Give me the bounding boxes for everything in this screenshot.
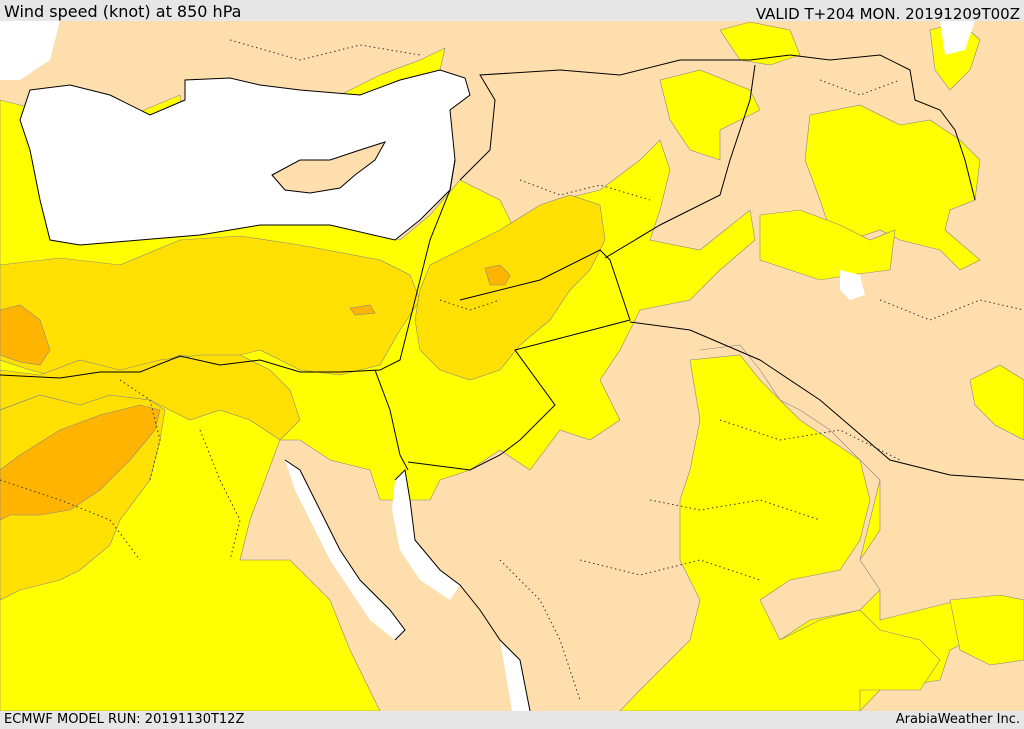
coastlines	[0, 69, 531, 711]
caspian-sea-edge	[940, 21, 975, 55]
light-wind-iraq	[659, 69, 761, 161]
border-saudi-kuwait	[629, 321, 1024, 481]
admin-boundaries	[0, 39, 1024, 701]
light-wind-mesopotamia	[759, 209, 896, 281]
light-wind-arabia-central	[619, 344, 1024, 711]
light-wind-arabia-interior	[619, 354, 941, 711]
border-egypt-israel	[374, 369, 409, 471]
strong-wind-core-west	[0, 304, 51, 366]
model-run-label: ECMWF MODEL RUN: 20191130T12Z	[4, 712, 245, 727]
red-sea-south	[500, 640, 530, 711]
wind-speed-map	[0, 21, 1024, 711]
strong-wind-core-southwest	[0, 404, 161, 521]
red-sea-gulf-of-aqaba	[392, 470, 460, 600]
map-title: Wind speed (knot) at 850 hPa	[4, 2, 242, 21]
light-wind-gulf-coast	[949, 594, 1024, 666]
cyprus-island	[271, 141, 387, 194]
coastline-red-sea-west	[284, 459, 406, 641]
valid-time: VALID T+204 MON. 20191209T00Z	[755, 5, 1020, 23]
border-iraq-saudi	[604, 64, 756, 259]
persian-gulf-inlet	[840, 270, 865, 300]
strong-wind-levant-patch	[349, 304, 376, 316]
coastline-mediterranean	[19, 69, 471, 246]
border-iran-iraq	[789, 54, 976, 201]
light-wind-east-edge	[969, 364, 1024, 441]
aegean-islands-sea	[0, 21, 60, 80]
strong-wind-syria	[484, 264, 511, 286]
border-jordan-saudi	[407, 249, 631, 471]
coastline-red-sea-east	[394, 468, 531, 711]
strong-wind-regions	[0, 264, 511, 521]
border-syria-iraq	[459, 54, 791, 181]
coastline-levant	[0, 159, 456, 379]
mediterranean-sea	[20, 70, 470, 245]
credit-label: ArabiaWeather Inc.	[895, 712, 1020, 727]
country-borders	[374, 54, 1024, 481]
